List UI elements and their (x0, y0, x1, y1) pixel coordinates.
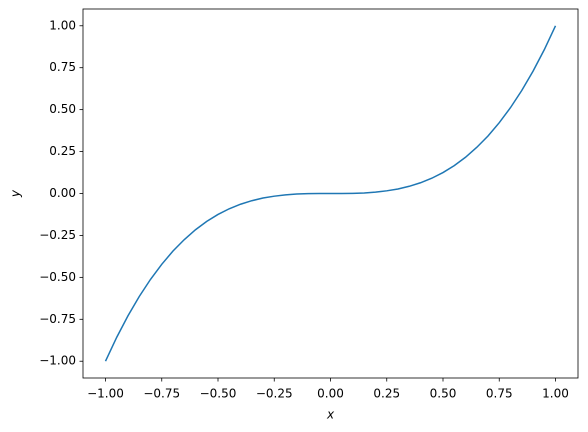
y-tick-label: −1.00 (39, 354, 76, 368)
y-tick-label: 0.25 (49, 144, 76, 158)
y-tick-label: −0.25 (39, 228, 76, 242)
x-axis-label: x (326, 408, 335, 422)
x-tick-label: 0.00 (317, 387, 344, 401)
y-tick-label: 0.00 (49, 186, 76, 200)
x-tick-label: −0.50 (200, 387, 237, 401)
x-tick-label: −0.75 (143, 387, 180, 401)
y-tick-label: 0.75 (49, 60, 76, 74)
x-tick-label: −0.25 (256, 387, 293, 401)
x-tick-label: 0.50 (430, 387, 457, 401)
y-axis-label: y (9, 189, 23, 198)
y-tick-label: −0.75 (39, 312, 76, 326)
y-tick-label: 1.00 (49, 18, 76, 32)
x-tick-label: 1.00 (542, 387, 569, 401)
x-tick-label: 0.25 (373, 387, 400, 401)
line-series (104, 25, 557, 362)
x-tick-label: −1.00 (87, 387, 124, 401)
x-tick-label: 0.75 (486, 387, 513, 401)
y-tick-label: −0.50 (39, 270, 76, 284)
y-tick-label: 0.50 (49, 102, 76, 116)
